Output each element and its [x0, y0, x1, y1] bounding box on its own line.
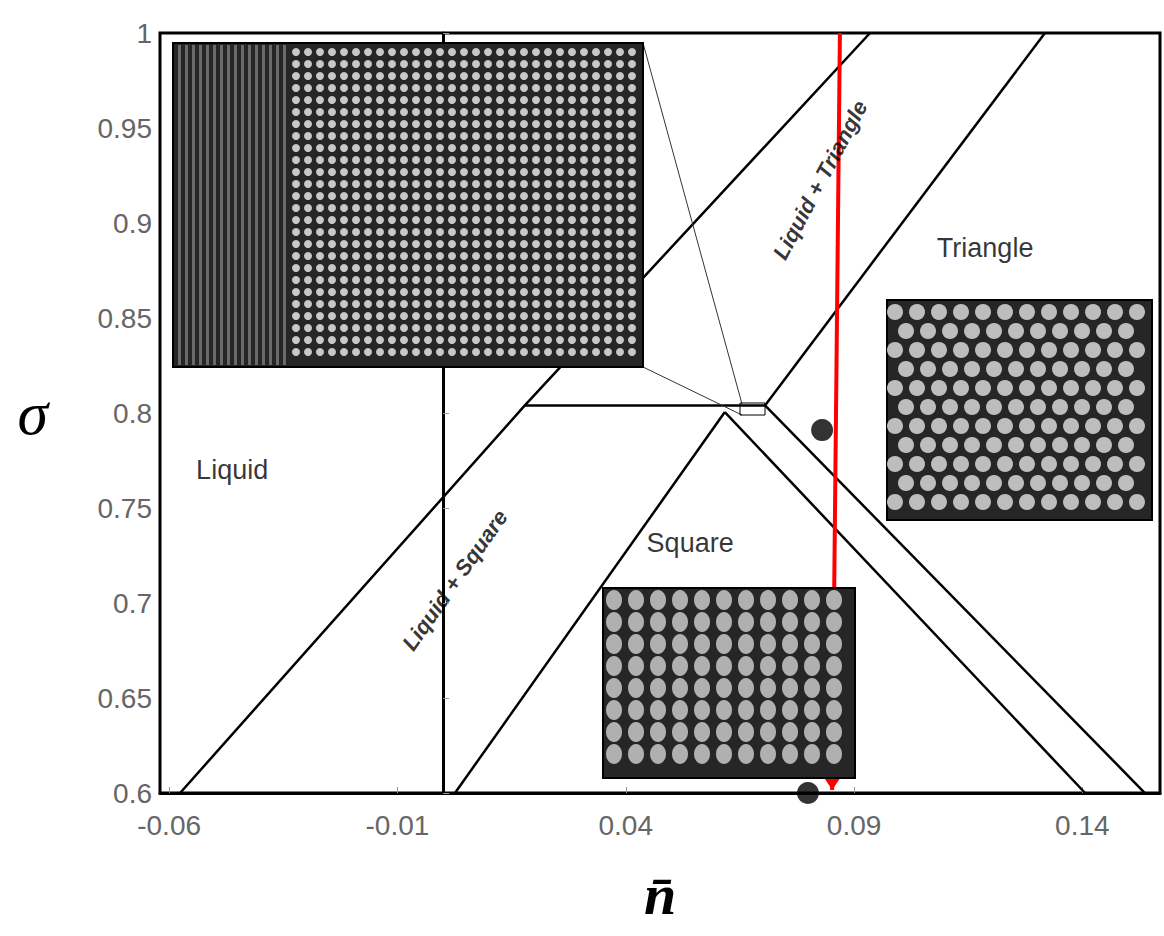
svg-text:0.65: 0.65 — [98, 683, 153, 714]
svg-text:0.8: 0.8 — [113, 398, 152, 429]
svg-text:0.04: 0.04 — [599, 810, 654, 841]
svg-text:Liquid + Triangle: Liquid + Triangle — [768, 96, 873, 263]
svg-text:0.14: 0.14 — [1055, 810, 1110, 841]
svg-text:0.7: 0.7 — [113, 588, 152, 619]
svg-text:Liquid + Square: Liquid + Square — [397, 505, 513, 655]
svg-text:0.75: 0.75 — [98, 493, 153, 524]
svg-text:σ: σ — [17, 379, 50, 447]
svg-text:0.09: 0.09 — [827, 810, 882, 841]
svg-text:-0.06: -0.06 — [137, 810, 201, 841]
svg-text:Square: Square — [647, 528, 734, 558]
svg-text:Liquid: Liquid — [196, 455, 268, 485]
svg-text:-0.01: -0.01 — [366, 810, 430, 841]
svg-text:0.9: 0.9 — [113, 208, 152, 239]
svg-text:0.6: 0.6 — [113, 778, 152, 809]
svg-text:1: 1 — [136, 18, 152, 49]
svg-text:Triangle: Triangle — [937, 233, 1034, 263]
svg-text:0.95: 0.95 — [98, 113, 153, 144]
svg-text:0.85: 0.85 — [98, 303, 153, 334]
svg-text:n̄: n̄ — [644, 862, 676, 927]
